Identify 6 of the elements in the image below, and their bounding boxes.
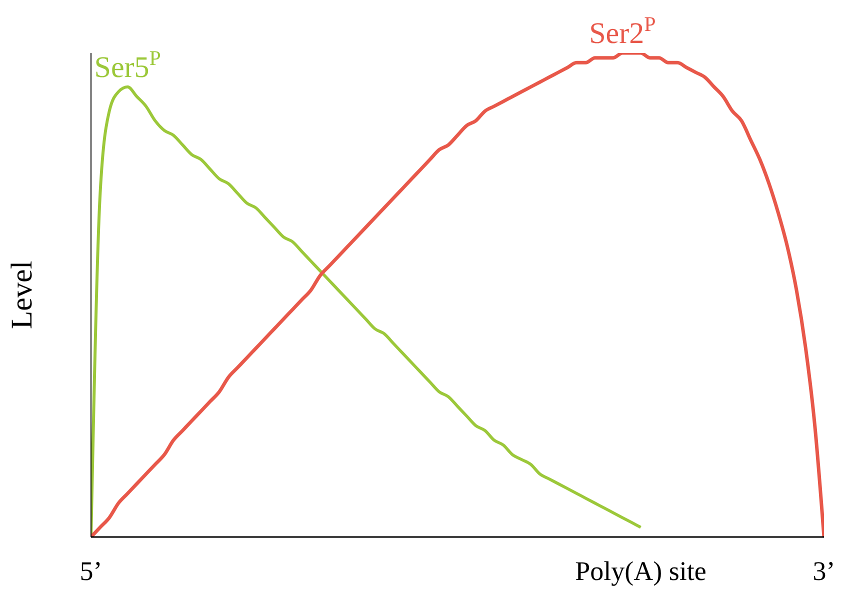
x-tick-label: 5’: [80, 556, 102, 586]
series-label: Ser2$^{P}$: [589, 12, 656, 50]
y-axis-title: Level: [6, 260, 39, 330]
x-tick-label: Poly(A) site: [575, 556, 706, 586]
x-tick-label: 3’: [812, 556, 836, 586]
series-label: Ser5$^{P}$: [94, 46, 161, 84]
